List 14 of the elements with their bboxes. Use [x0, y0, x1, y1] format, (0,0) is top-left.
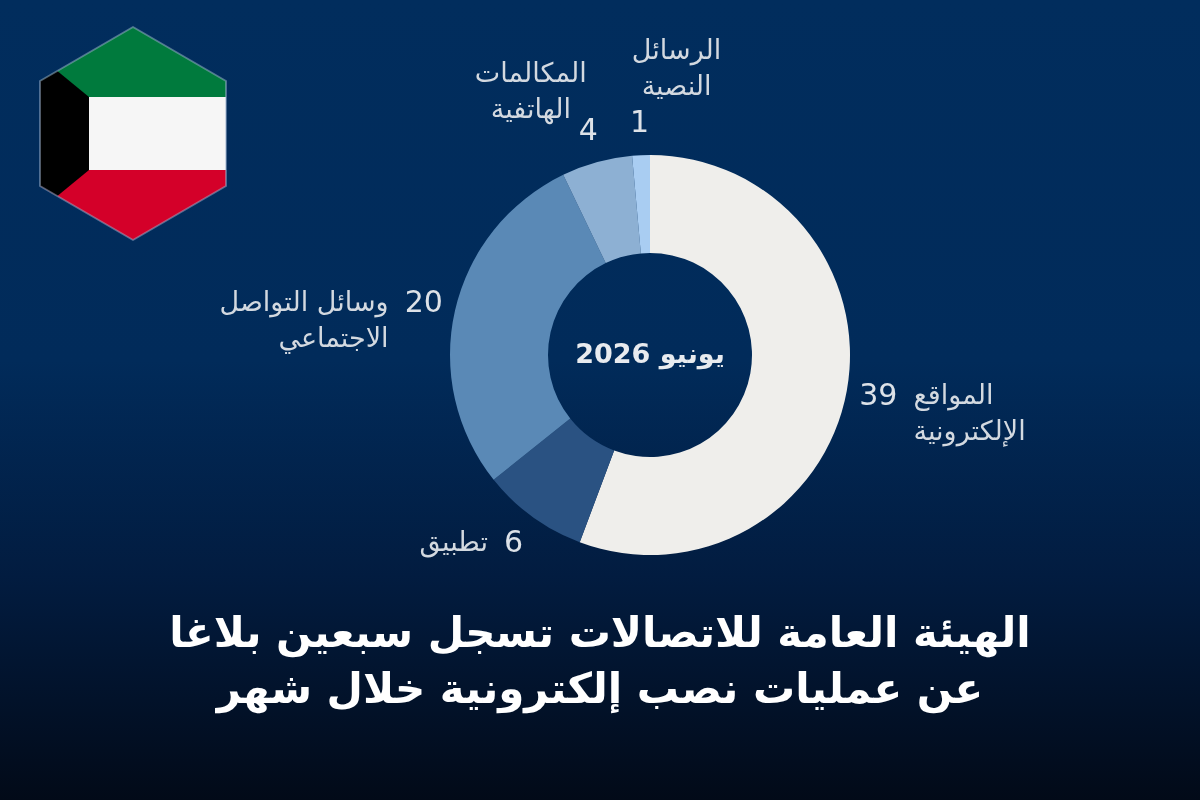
data-label: 39 [859, 377, 898, 413]
donut-slice [579, 155, 850, 555]
slice-label: تطبيق [419, 525, 489, 558]
slice-label: وسائل التواصل الاجتماعي [219, 286, 389, 355]
donut-slice [632, 155, 650, 254]
data-label: 4 [578, 112, 598, 148]
data-label: 20 [404, 284, 443, 320]
slice-label: المواقع الإلكترونية [913, 379, 1026, 448]
slice-label: الرسائل النصية [631, 34, 722, 102]
data-label: 6 [504, 523, 524, 559]
data-label: 1 [630, 104, 650, 140]
text: يونيو 2026 [575, 338, 725, 370]
donut-slice [563, 155, 641, 264]
text: الهيئة العامة للاتصالات تسجل سبعين بلاغا عن عمليات نصب إلكترونية خلال شهر [169, 608, 1031, 714]
